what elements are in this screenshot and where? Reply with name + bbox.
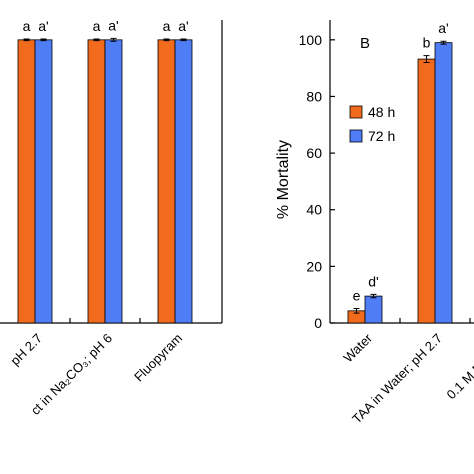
legend-swatch — [349, 105, 363, 119]
significance-letter: a' — [438, 20, 448, 36]
bar — [87, 39, 106, 324]
error-bar — [163, 38, 170, 42]
y-tick-label: 40 — [306, 202, 322, 218]
significance-letter: a — [93, 18, 101, 34]
significance-letter: a' — [38, 18, 48, 34]
y-axis-label: % Mortality — [275, 140, 292, 219]
y-tick-label: 20 — [306, 258, 322, 274]
bar — [434, 42, 453, 324]
legend-label: 48 h — [368, 104, 395, 120]
significance-letter: b — [423, 35, 431, 51]
significance-letter: a' — [108, 17, 118, 33]
bar — [174, 39, 193, 324]
panel-label: B — [360, 35, 370, 52]
bar — [104, 39, 123, 324]
x-tick-label: 0.1 M Na₂CO₃; — [444, 331, 474, 403]
error-bar — [40, 38, 47, 42]
error-bar — [440, 40, 447, 45]
bar — [157, 39, 176, 324]
bar — [17, 39, 36, 324]
error-bar — [423, 55, 430, 63]
x-tick-label: pH 2.7 — [7, 331, 45, 369]
error-bar — [23, 38, 30, 42]
significance-letter: a — [23, 18, 31, 34]
error-bar — [180, 38, 187, 42]
legend-label: 72 h — [368, 128, 395, 144]
y-tick-label: 100 — [299, 32, 323, 48]
y-tick-label: 80 — [306, 88, 322, 104]
error-bar — [353, 308, 360, 314]
x-tick-label: Water — [340, 330, 375, 365]
y-tick-label: 60 — [306, 145, 322, 161]
legend-swatch — [349, 129, 363, 143]
bar — [34, 39, 53, 324]
error-bar — [93, 38, 100, 42]
x-tick-label: Fluopyram — [131, 331, 185, 385]
bar — [364, 295, 383, 324]
error-bar — [110, 37, 117, 42]
significance-letter: d' — [368, 273, 378, 289]
y-tick-label: 0 — [314, 315, 322, 331]
bar — [417, 58, 436, 324]
significance-letter: a — [163, 18, 171, 34]
significance-letter: a' — [178, 18, 188, 34]
error-bar — [370, 293, 377, 299]
significance-letter: e — [353, 288, 361, 304]
